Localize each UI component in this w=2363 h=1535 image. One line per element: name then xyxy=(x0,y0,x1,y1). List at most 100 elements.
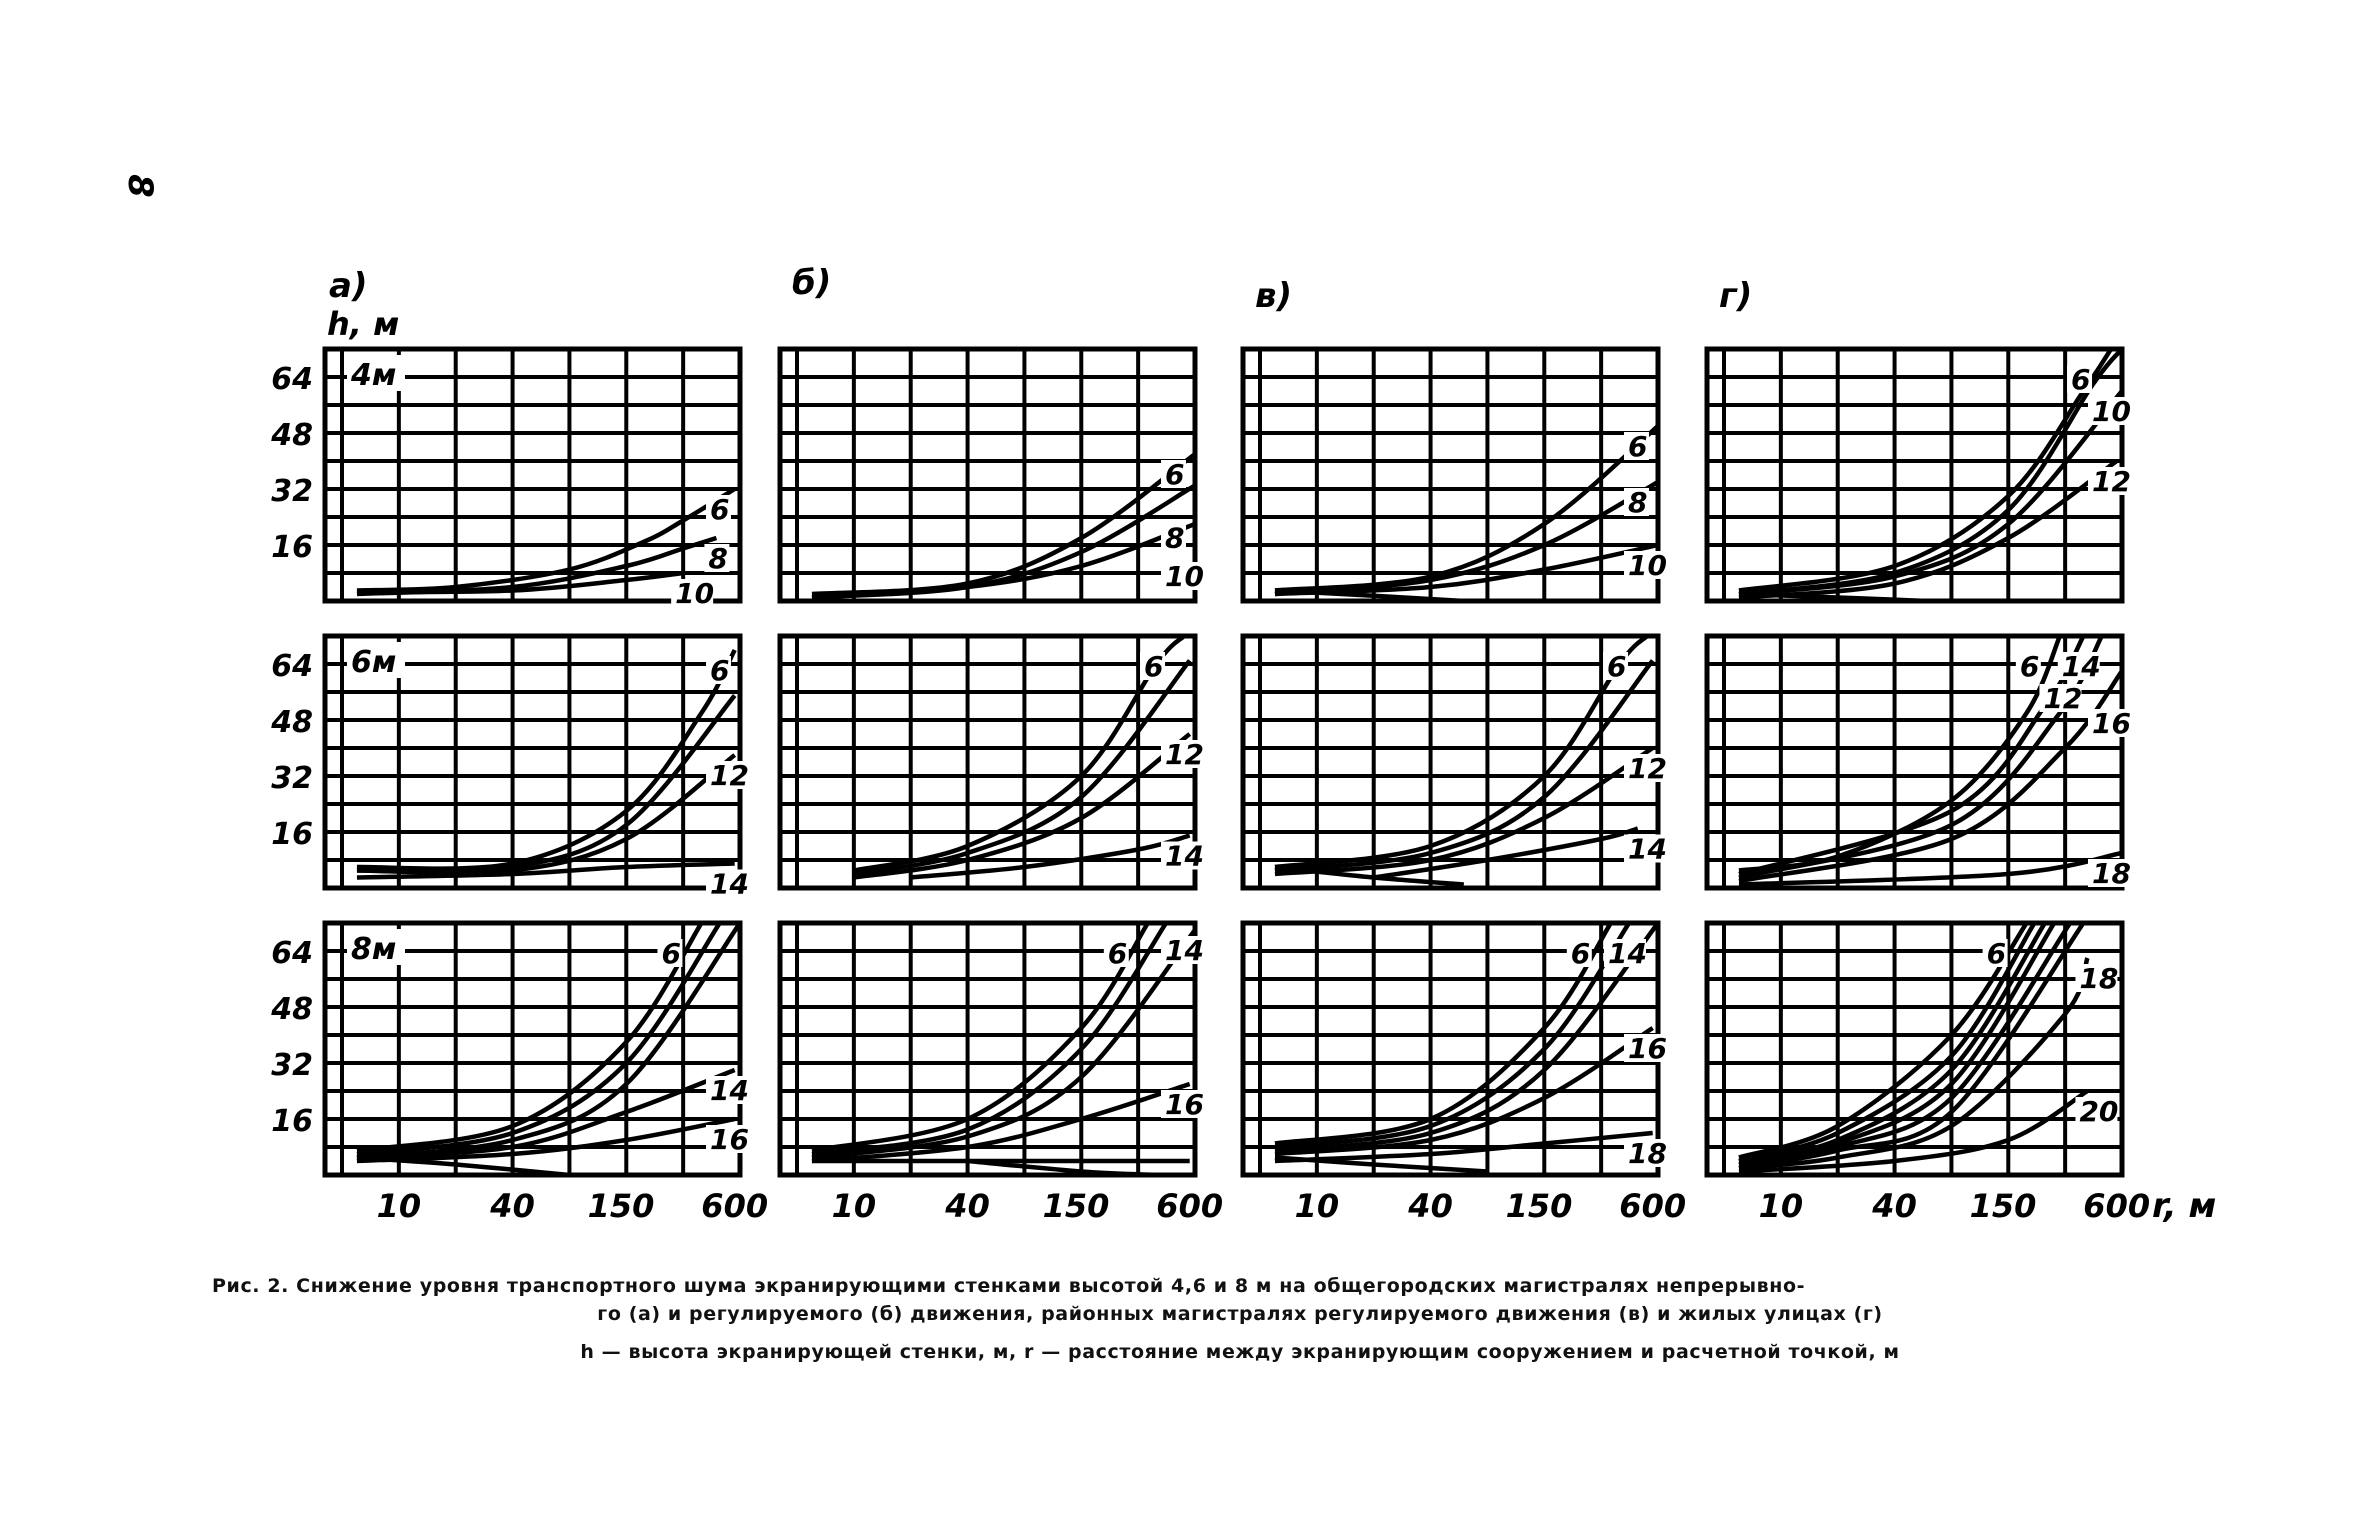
y-tick-label: 64 xyxy=(271,362,313,397)
panel-frame xyxy=(322,346,743,604)
panel-2-2: 6 12 14 xyxy=(777,633,1204,891)
curve-label-bg xyxy=(2039,684,2082,712)
y-tick-label: 64 xyxy=(271,649,313,684)
curve-label: 18 xyxy=(2079,962,2118,995)
curve-label: 10 xyxy=(2092,395,2131,428)
curve-labels: 6 12 14 xyxy=(1140,650,1204,873)
curve-label: 6 xyxy=(1987,937,2006,970)
panel-1-3: 6 8 10 в) xyxy=(1240,276,1667,604)
curve-label: 14 xyxy=(1628,833,1667,866)
curve-unlabeled xyxy=(1274,1155,1488,1174)
curve-6 xyxy=(356,487,736,593)
curve-unlabeled xyxy=(356,923,722,1157)
curve-14 xyxy=(356,861,735,880)
caption-line-3: h — высота экранирующей стенки, м, r — р… xyxy=(580,1341,1900,1363)
curve-label: 6 xyxy=(710,493,729,526)
curve-label: 12 xyxy=(710,759,749,792)
curve-label-bg xyxy=(1161,562,1203,590)
curve-10 xyxy=(356,570,684,595)
curve-label: 12 xyxy=(1628,752,1667,785)
curve-label: 8 xyxy=(1628,486,1647,519)
curves xyxy=(1274,424,1658,601)
curve-label: 18 xyxy=(1628,1137,1667,1170)
curve-unlabeled xyxy=(1274,588,1464,601)
curve-labels: 6 8 10 xyxy=(1624,430,1667,582)
panel-3-1: 6 14 16 8м 16 32 48 64 10 40 150 600 xyxy=(270,920,768,1225)
curve-label-bg xyxy=(1566,939,1592,967)
x-tick-label: 600 xyxy=(701,1187,768,1225)
curve-6 xyxy=(1738,349,2113,593)
panel-frame xyxy=(777,346,1198,604)
panel-group-label: б) xyxy=(792,263,831,303)
curve-14 xyxy=(1274,923,1658,1153)
curve-label-bg xyxy=(1982,939,2008,967)
panel-3-3: 6 14 16 18 10 40 150 600 xyxy=(1240,920,1686,1225)
x-tick-label: 600 xyxy=(1156,1187,1223,1225)
curve-label-bg xyxy=(2088,859,2130,887)
curve-6 xyxy=(1274,923,1613,1146)
curve-label-bg xyxy=(1624,551,1666,579)
curve-label-bg xyxy=(1624,488,1649,516)
curve-label-bg xyxy=(706,495,731,523)
x-tick-label: 150 xyxy=(1043,1187,1110,1225)
curve-label: 14 xyxy=(1165,840,1204,873)
x-tick-label: 600 xyxy=(1619,1187,1686,1225)
curve-labels: 610 12 xyxy=(2067,363,2131,498)
curve-label: 6 xyxy=(1571,937,1590,970)
curve-labels: 6 14 16 xyxy=(1103,934,1204,1121)
curve-label-bg xyxy=(2015,652,2041,680)
curve-label-bg xyxy=(1604,939,1646,967)
curve-label: 16 xyxy=(1165,1088,1204,1121)
wall-height-label: 8м xyxy=(351,932,396,967)
curves xyxy=(356,487,736,597)
curve-label: 10 xyxy=(675,577,714,610)
curve-label: 12 xyxy=(2092,465,2131,498)
curve-label-bg xyxy=(2067,365,2093,393)
curve-10 xyxy=(1738,389,2122,597)
curve-label-bg xyxy=(706,1076,748,1104)
curve-label-bg xyxy=(1161,1090,1203,1118)
curve-label-bg xyxy=(1624,432,1649,460)
panel-frame xyxy=(322,920,743,1178)
curve-label-bg xyxy=(2057,652,2100,680)
curve-label-bg xyxy=(1624,834,1666,863)
curve-label-bg xyxy=(2088,397,2130,425)
panel-group-label: в) xyxy=(1255,276,1292,316)
wall-height-bg xyxy=(347,355,405,391)
curve-label: 10 xyxy=(1628,549,1667,582)
curve-label-bg xyxy=(1624,1139,1666,1167)
curve-label: 6 xyxy=(2071,363,2090,396)
x-tick-label: 40 xyxy=(489,1187,535,1225)
curve-20 xyxy=(1738,1089,2089,1174)
curve-label: 6 xyxy=(1144,650,1163,683)
curve-label-bg xyxy=(1161,841,1203,870)
curve-label-bg xyxy=(706,656,731,684)
curve-labels: 6 8 10 xyxy=(1161,458,1204,593)
curves xyxy=(356,923,740,1175)
curve-labels: 6 18 20 xyxy=(1982,937,2118,1128)
curve-label: 14 xyxy=(710,1074,749,1107)
wall-height-label: 4м xyxy=(350,358,396,393)
wall-height-bg xyxy=(347,642,405,678)
curve-label-bg xyxy=(1603,652,1629,680)
x-tick-label: 150 xyxy=(1970,1187,2037,1225)
y-tick-label: 32 xyxy=(271,1048,313,1083)
curve-unlabeled xyxy=(1738,591,1928,601)
caption-line-2: го (а) и регулируемого (б) движения, рай… xyxy=(597,1303,1883,1325)
curve-label: 14 xyxy=(1608,937,1647,970)
curve-unlabeled xyxy=(1738,923,2037,1164)
curve-18 xyxy=(1738,957,2090,1171)
curve-label-bg xyxy=(704,544,730,572)
x-tick-label: 150 xyxy=(1506,1187,1573,1225)
wall-height-bg xyxy=(347,929,405,965)
y-tick-label: 16 xyxy=(271,530,313,565)
curve-label: 6 xyxy=(1607,650,1626,683)
curve-16 xyxy=(356,1116,736,1164)
curve-unlabeled xyxy=(356,1155,570,1175)
panel-group-label: а) xyxy=(329,266,367,306)
curve-unlabeled xyxy=(1738,923,2086,1171)
curve-16 xyxy=(1274,1026,1654,1157)
curve-label-bg xyxy=(706,1125,748,1153)
